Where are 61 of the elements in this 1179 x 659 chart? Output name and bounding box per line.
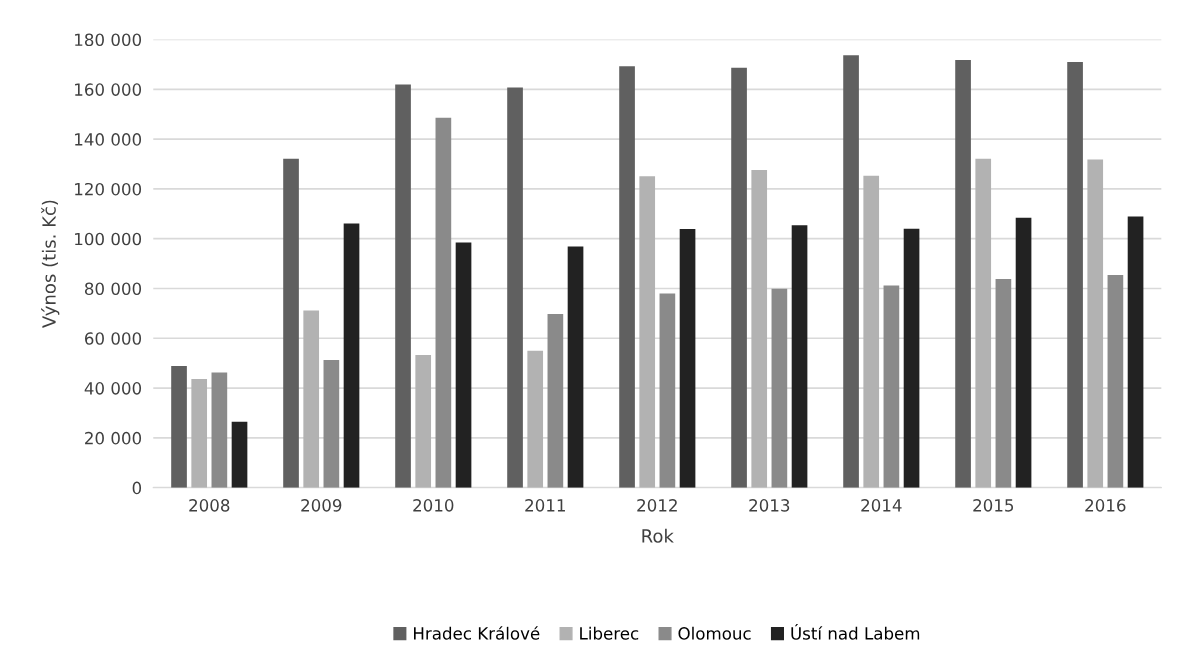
y-tick-label: 60 000 xyxy=(85,332,142,345)
bar xyxy=(283,158,299,488)
bar xyxy=(211,372,228,488)
legend-label: Hradec Králové xyxy=(414,626,540,640)
bar xyxy=(751,169,768,488)
x-tick-label: 2015 xyxy=(973,499,1014,512)
bar xyxy=(415,354,432,488)
bar xyxy=(547,313,564,488)
bar xyxy=(883,285,900,488)
bar xyxy=(323,359,340,488)
bar xyxy=(639,176,656,488)
bar xyxy=(231,421,248,488)
x-tick-label: 2012 xyxy=(637,499,677,512)
bar xyxy=(863,175,880,488)
y-tick-label: 160 000 xyxy=(75,83,142,96)
bar xyxy=(1107,275,1124,488)
bar xyxy=(955,59,971,488)
bar xyxy=(343,223,360,488)
y-tick-label: 120 000 xyxy=(75,182,142,196)
x-axis-title: Rok xyxy=(642,528,674,543)
x-tick-label: 2014 xyxy=(861,499,902,512)
x-tick-label: 2016 xyxy=(1085,499,1126,512)
bar xyxy=(1067,61,1083,488)
y-tick-label: 140 000 xyxy=(75,133,142,146)
y-tick-label: 80 000 xyxy=(84,282,142,296)
x-tick-label: 2011 xyxy=(525,499,565,512)
y-tick-label: 180 000 xyxy=(75,33,142,47)
bar xyxy=(527,350,544,488)
bar xyxy=(619,66,635,488)
bar xyxy=(903,228,920,488)
x-tick-label: 2009 xyxy=(301,499,342,512)
legend-label: Ústí nad Labem xyxy=(791,624,920,640)
bar xyxy=(771,288,788,488)
bar xyxy=(1087,159,1104,488)
bar xyxy=(791,225,808,488)
x-tick-label: 2008 xyxy=(189,499,230,512)
y-tick-label: 0 xyxy=(132,481,142,495)
y-tick-label: 40 000 xyxy=(84,382,142,395)
bar xyxy=(659,293,676,488)
bar xyxy=(191,379,208,488)
bar xyxy=(731,67,747,488)
bar xyxy=(395,84,411,488)
bar xyxy=(679,229,696,488)
x-tick-label: 2010 xyxy=(413,499,454,512)
bar xyxy=(507,87,523,488)
x-tick-label: 2013 xyxy=(749,499,790,512)
bar xyxy=(303,310,320,488)
bar xyxy=(171,365,187,488)
y-tick-label: 20 000 xyxy=(85,431,142,445)
legend-label: Liberec xyxy=(580,626,639,640)
bar xyxy=(567,246,584,488)
bar xyxy=(843,55,859,488)
bar xyxy=(975,158,992,488)
bar xyxy=(435,117,452,488)
bar xyxy=(1015,217,1032,488)
bar xyxy=(995,279,1012,488)
bar xyxy=(1127,216,1144,488)
y-axis-title: Výnos (tis. Kč) xyxy=(41,200,60,328)
bar xyxy=(455,242,472,488)
legend-label: Olomouc xyxy=(678,626,751,640)
y-tick-label: 100 000 xyxy=(75,232,142,246)
